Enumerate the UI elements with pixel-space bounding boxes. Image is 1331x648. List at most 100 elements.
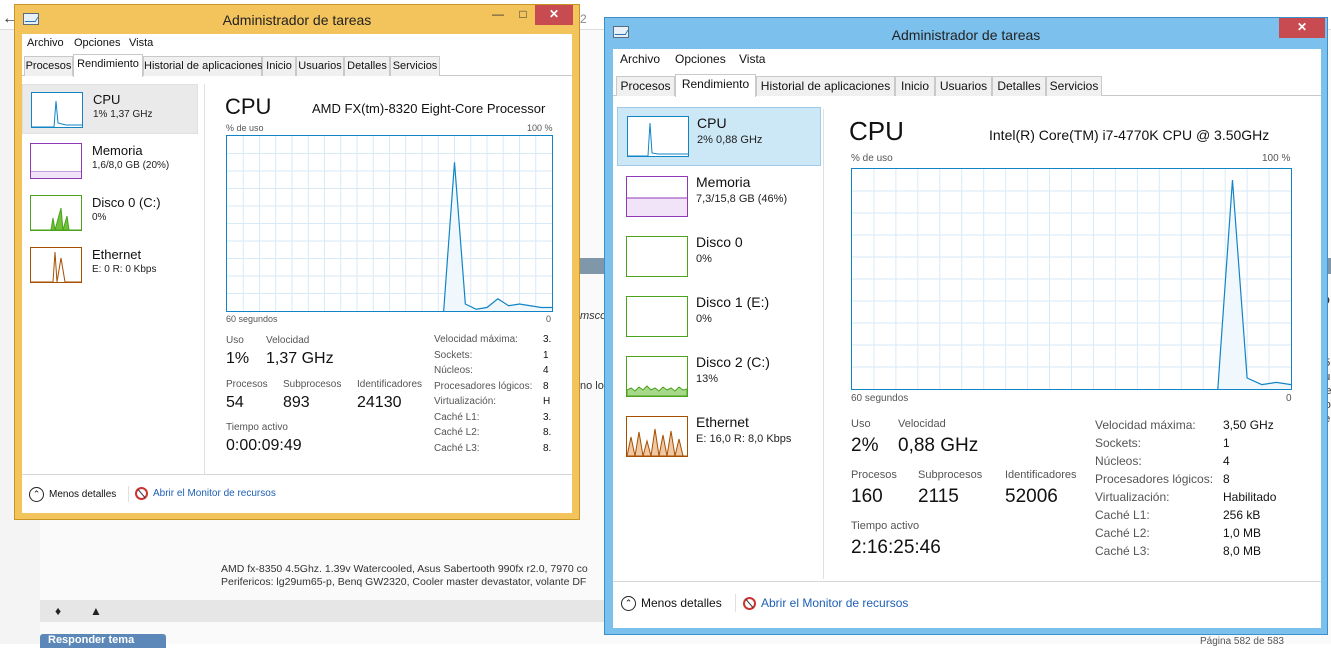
tab-bar: Procesos Rendimiento Historial de aplica… <box>613 74 1321 97</box>
tab-detalles[interactable]: Detalles <box>992 76 1046 96</box>
tab-rendimiento[interactable]: Rendimiento <box>73 54 143 77</box>
graph-y-label: % de uso <box>226 123 264 133</box>
sidebar-item-ethernet[interactable]: Ethernet E: 0 R: 0 Kbps <box>22 240 198 290</box>
disco-1-thumbnail <box>626 296 688 337</box>
close-button[interactable]: ✕ <box>1279 18 1325 38</box>
tab-historial[interactable]: Historial de aplicaciones <box>143 56 263 76</box>
graph-y-max: 100 % <box>527 123 553 133</box>
cpu-usage-line <box>1217 179 1292 390</box>
sidebar-label-ethernet: Ethernet <box>696 414 749 430</box>
sidebar-label-disco-0: Disco 0 <box>696 234 743 250</box>
forum-text-fragment: msco <box>580 310 607 322</box>
sidebar-item-disco-0[interactable]: Disco 0 0% <box>617 228 821 286</box>
stat-velocidad-value: 0,88 GHz <box>898 435 979 456</box>
sidebar-item-memoria[interactable]: Memoria 7,3/15,8 GB (46%) <box>617 168 821 226</box>
tab-procesos[interactable]: Procesos <box>24 56 73 76</box>
resource-monitor-link[interactable]: Abrir el Monitor de recursos <box>743 596 908 611</box>
stat-uso-label: Uso <box>226 335 244 346</box>
stat-identificadores-value: 52006 <box>1005 486 1058 507</box>
forum-header-bar <box>580 258 608 274</box>
tab-usuarios[interactable]: Usuarios <box>296 56 344 76</box>
menu-bar: Archivo Opciones Vista <box>22 34 572 54</box>
tab-rendimiento[interactable]: Rendimiento <box>675 74 756 97</box>
detail-value: 1 <box>1223 436 1230 450</box>
sidebar-item-cpu[interactable]: CPU 2% 0,88 GHz <box>617 107 821 166</box>
menu-opciones[interactable]: Opciones <box>675 52 726 66</box>
less-details-label: Menos detalles <box>641 596 722 610</box>
sidebar-label-disco: Disco 0 (C:) <box>92 195 161 210</box>
tab-historial[interactable]: Historial de aplicaciones <box>756 76 895 96</box>
tab-procesos[interactable]: Procesos <box>616 76 675 96</box>
minimize-button[interactable]: — <box>492 7 504 21</box>
sidebar-sub-disco: 0% <box>92 212 107 223</box>
tab-bar: Procesos Rendimiento Historial de aplica… <box>22 54 572 77</box>
task-manager-icon <box>23 13 39 25</box>
page-title: CPU <box>849 116 904 146</box>
warning-icon[interactable]: ▲ <box>90 604 102 618</box>
tab-servicios[interactable]: Servicios <box>1046 76 1102 96</box>
disco-thumbnail <box>30 195 82 231</box>
maximize-button[interactable]: □ <box>519 7 527 21</box>
resource-monitor-link[interactable]: Abrir el Monitor de recursos <box>135 487 276 500</box>
cpu-thumbnail <box>31 92 83 128</box>
chevron-up-icon: ⌃ <box>29 487 44 502</box>
sidebar-label-ethernet: Ethernet <box>92 247 142 262</box>
signature-line-1: AMD fx-8350 4.5Ghz. 1.39v Watercooled, A… <box>221 563 588 575</box>
detail-value: 8 <box>543 380 549 392</box>
less-details-button[interactable]: ⌃ Menos detalles <box>29 487 116 502</box>
less-details-button[interactable]: ⌃ Menos detalles <box>621 596 722 612</box>
detail-value: 8 <box>1223 472 1230 486</box>
window-title: Administrador de tareas <box>891 27 1041 43</box>
detail-value: 3. <box>543 411 552 423</box>
title-bar[interactable]: Administrador de tareas ✕ <box>605 18 1327 48</box>
sidebar-label-cpu: CPU <box>697 115 727 131</box>
detail-label: Núcleos: <box>434 365 473 376</box>
reply-button[interactable]: Responder tema <box>40 634 166 648</box>
sidebar-item-memoria[interactable]: Memoria 1,6/8,0 GB (20%) <box>22 136 198 186</box>
cpu-usage-area <box>1217 180 1291 389</box>
sidebar-item-cpu[interactable]: CPU 1% 1,37 GHz <box>22 84 198 134</box>
task-manager-window-1: Administrador de tareas — □ ✕ Archivo Op… <box>14 4 580 520</box>
stat-subprocesos-label: Subprocesos <box>283 379 342 390</box>
menu-vista[interactable]: Vista <box>129 37 154 49</box>
tab-inicio[interactable]: Inicio <box>895 76 935 96</box>
detail-label: Caché L3: <box>1095 544 1150 558</box>
menu-archivo[interactable]: Archivo <box>620 52 661 66</box>
title-bar[interactable]: Administrador de tareas — □ ✕ <box>15 5 579 35</box>
stat-identificadores-label: Identificadores <box>1005 469 1077 481</box>
detail-label: Procesadores lógicos: <box>1095 472 1214 486</box>
sidebar-item-ethernet[interactable]: Ethernet E: 16,0 R: 8,0 Kbps <box>617 408 821 466</box>
tab-inicio[interactable]: Inicio <box>262 56 296 76</box>
sidebar-item-disco-1[interactable]: Disco 1 (E:) 0% <box>617 288 821 346</box>
forum-signature: AMD fx-8350 4.5Ghz. 1.39v Watercooled, A… <box>221 563 606 589</box>
footer-divider <box>128 486 129 502</box>
sidebar-sub-disco-2: 13% <box>696 373 719 385</box>
sidebar-item-disco-2[interactable]: Disco 2 (C:) 13% <box>617 348 821 406</box>
stat-uso-value: 1% <box>226 350 250 367</box>
thanks-icon[interactable]: ♦ <box>55 604 62 618</box>
sidebar-separator <box>823 109 824 579</box>
stat-tiempo-value: 2:16:25:46 <box>851 537 941 558</box>
sidebar-item-disco[interactable]: Disco 0 (C:) 0% <box>22 188 198 238</box>
detail-value: 256 kB <box>1223 508 1261 522</box>
memoria-thumbnail <box>30 143 82 179</box>
cpu-thumbnail <box>627 116 689 157</box>
page-indicator: Página 582 de 583 <box>1200 636 1284 647</box>
detail-value: 1 <box>543 349 549 361</box>
tab-servicios[interactable]: Servicios <box>390 56 440 76</box>
menu-archivo[interactable]: Archivo <box>27 37 64 49</box>
menu-opciones[interactable]: Opciones <box>74 37 121 49</box>
detail-label: Caché L1: <box>1095 508 1150 522</box>
sidebar-label-cpu: CPU <box>93 92 121 107</box>
close-button[interactable]: ✕ <box>535 5 573 25</box>
tab-usuarios[interactable]: Usuarios <box>935 76 992 96</box>
detail-label: Caché L1: <box>434 411 480 423</box>
page-title: CPU <box>225 94 272 119</box>
menu-vista[interactable]: Vista <box>739 52 766 66</box>
detail-value: H <box>543 396 551 407</box>
task-manager-window-2: Administrador de tareas ✕ Archivo Opcion… <box>604 17 1328 635</box>
resource-monitor-icon <box>135 487 148 500</box>
resource-monitor-label: Abrir el Monitor de recursos <box>153 488 276 500</box>
graph-x-min: 0 <box>546 314 552 324</box>
tab-detalles[interactable]: Detalles <box>344 56 390 76</box>
